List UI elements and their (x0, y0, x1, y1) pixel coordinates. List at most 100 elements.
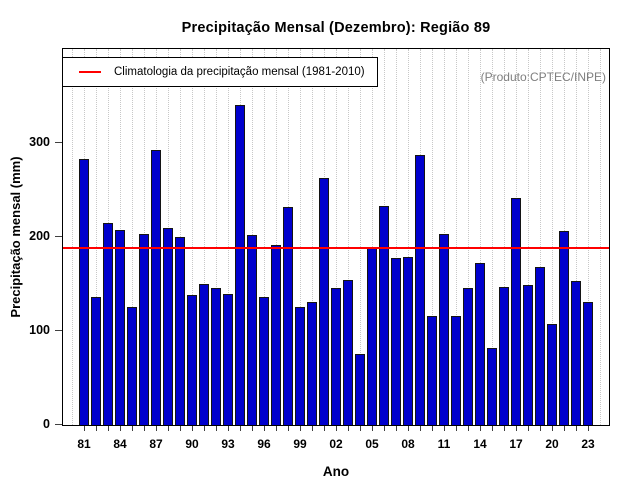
bar-2002 (331, 288, 341, 425)
x-tick (84, 426, 85, 431)
x-tick (300, 426, 301, 431)
x-axis-title: Ano (322, 464, 350, 479)
bar-2003 (343, 280, 353, 425)
bar-1983 (103, 223, 113, 425)
bar-2019 (535, 267, 545, 425)
bar-2006 (379, 206, 389, 425)
x-tick (516, 426, 517, 431)
gridline (527, 49, 529, 425)
x-tick (552, 426, 553, 431)
x-tick (96, 426, 97, 431)
y-tick-label: 100 (29, 323, 50, 337)
x-tick (180, 426, 181, 431)
gridline (431, 49, 433, 425)
gridline (407, 49, 409, 425)
gridline (227, 49, 229, 425)
bar-2017 (511, 198, 521, 425)
gridline (539, 49, 541, 425)
y-tick (55, 142, 62, 143)
gridline (275, 49, 277, 425)
y-tick (55, 330, 62, 331)
x-tick-label: 87 (149, 437, 163, 451)
x-tick (348, 426, 349, 431)
x-tick (108, 426, 109, 431)
x-tick (156, 426, 157, 431)
gridline (203, 49, 205, 425)
x-tick (408, 426, 409, 431)
bar-1992 (211, 288, 221, 425)
x-tick (204, 426, 205, 431)
x-tick (468, 426, 469, 431)
gridline (479, 49, 481, 425)
bar-1997 (271, 245, 281, 425)
gridline (215, 49, 217, 425)
bar-2015 (487, 348, 497, 425)
x-tick-label: 99 (293, 437, 307, 451)
gridline (551, 49, 553, 425)
x-tick-label: 96 (257, 437, 271, 451)
gridline (395, 49, 397, 425)
x-tick (144, 426, 145, 431)
x-tick-label: 81 (77, 437, 91, 451)
gridline (131, 49, 133, 425)
x-tick-label: 23 (581, 437, 595, 451)
gridline (587, 49, 589, 425)
bar-1994 (235, 105, 245, 425)
bar-1981 (79, 159, 89, 425)
x-tick (324, 426, 325, 431)
legend-red-line-sample (79, 71, 101, 73)
gridline (455, 49, 457, 425)
x-tick (588, 426, 589, 431)
y-tick-label: 200 (29, 229, 50, 243)
bar-1991 (199, 284, 209, 425)
bar-2009 (415, 155, 425, 425)
bar-2011 (439, 234, 449, 425)
gridline (311, 49, 313, 425)
x-tick-label: 11 (437, 437, 451, 451)
gridline (575, 49, 577, 425)
x-tick (528, 426, 529, 431)
y-tick (55, 424, 62, 425)
x-tick (252, 426, 253, 431)
legend-label: Climatologia da precipitação mensal (198… (114, 66, 365, 78)
gridline (371, 49, 373, 425)
x-tick-label: 90 (185, 437, 199, 451)
x-tick-label: 02 (329, 437, 343, 451)
x-tick (540, 426, 541, 431)
x-tick (192, 426, 193, 431)
bar-2013 (463, 288, 473, 425)
x-tick (444, 426, 445, 431)
gridline (95, 49, 97, 425)
gridline (359, 49, 361, 425)
bar-2000 (307, 302, 317, 425)
bar-2004 (355, 354, 365, 425)
gridline (263, 49, 265, 425)
x-tick (564, 426, 565, 431)
bar-2018 (523, 285, 533, 425)
x-tick (264, 426, 265, 431)
x-tick (480, 426, 481, 431)
y-axis-title: Precipitação mensal (mm) (8, 156, 23, 318)
y-tick (55, 236, 62, 237)
bar-1982 (91, 297, 101, 425)
x-tick (372, 426, 373, 431)
x-tick (420, 426, 421, 431)
bar-2020 (547, 324, 557, 425)
x-tick-label: 84 (113, 437, 127, 451)
x-tick-label: 93 (221, 437, 235, 451)
gridline (191, 49, 193, 425)
bar-2014 (475, 263, 485, 425)
bar-2022 (571, 281, 581, 425)
x-tick (228, 426, 229, 431)
chart-title: Precipitação Mensal (Dezembro): Região 8… (181, 20, 491, 36)
bar-2016 (499, 287, 509, 425)
bar-2012 (451, 316, 461, 425)
bar-2010 (427, 316, 437, 425)
bar-2008 (403, 257, 413, 425)
gridline (347, 49, 349, 425)
x-tick (360, 426, 361, 431)
gridline (599, 49, 601, 425)
x-tick (132, 426, 133, 431)
x-tick (240, 426, 241, 431)
